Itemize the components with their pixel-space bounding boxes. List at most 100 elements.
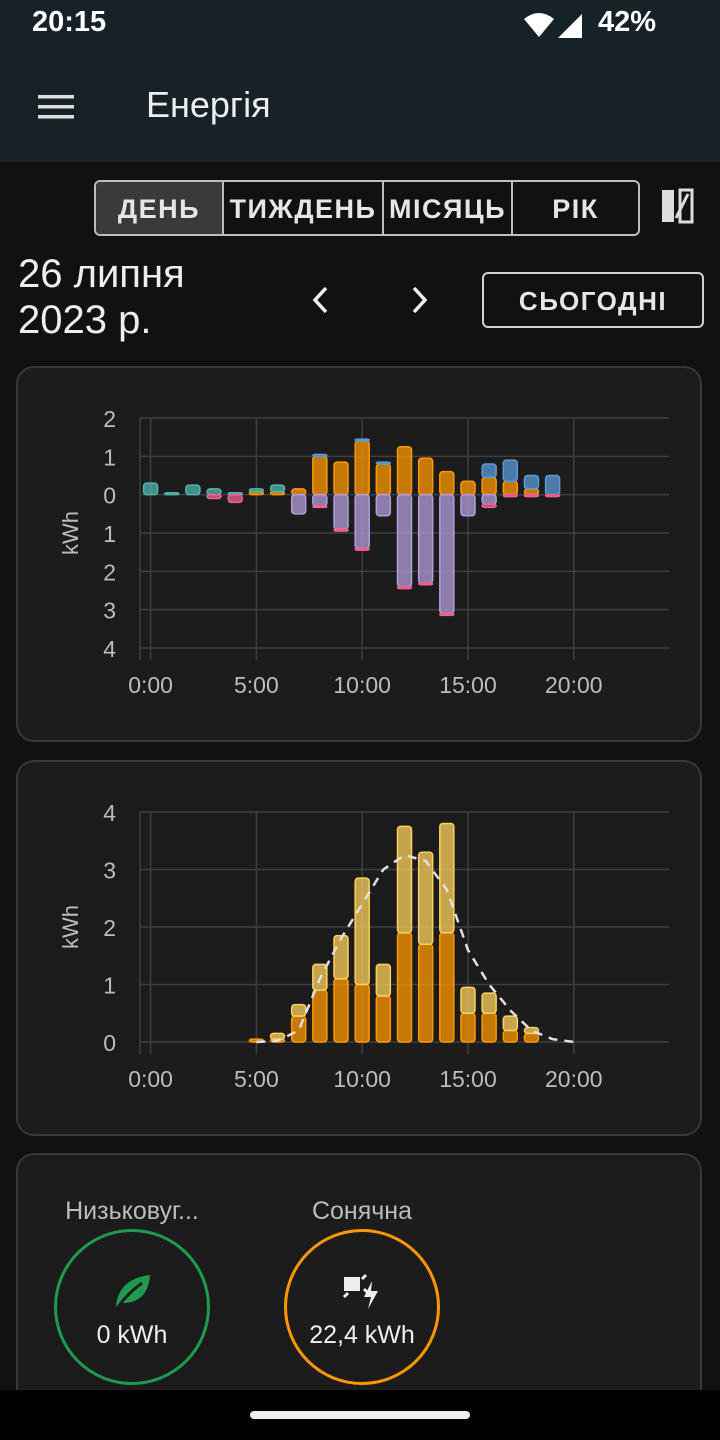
bar-segment xyxy=(460,480,476,496)
source-ring[interactable] xyxy=(54,1229,210,1385)
bar-segment xyxy=(481,503,497,509)
y-tick-label: 0 xyxy=(103,483,116,509)
y-tick-label: 2 xyxy=(103,559,116,585)
y-tick-label: 3 xyxy=(103,858,116,884)
bar-segment xyxy=(375,463,392,496)
bar-segment xyxy=(417,582,434,586)
source-label: Низьковуг... xyxy=(65,1197,199,1225)
home-handle[interactable] xyxy=(250,1411,470,1419)
y-tick-label: 2 xyxy=(103,915,116,941)
y-tick-label: 4 xyxy=(103,800,116,826)
date-line: 2023 р. xyxy=(18,298,152,342)
status-bar: 20:15 42% xyxy=(0,0,720,50)
summary-card: Низьковуг... 0 kWh Сонячна 22,4 kWh xyxy=(16,1153,702,1413)
bar-segment xyxy=(290,1003,307,1017)
bar-segment xyxy=(206,493,222,500)
app-bar xyxy=(0,50,720,162)
bar-segment xyxy=(544,493,561,498)
bar-segment xyxy=(439,470,455,496)
bar-segment xyxy=(354,877,370,986)
bar-segment xyxy=(523,488,540,496)
bar-segment xyxy=(142,482,159,496)
bar-segment xyxy=(417,943,434,1043)
bar-segment xyxy=(439,493,455,615)
today-button[interactable]: СЬОГОДНІ xyxy=(482,272,704,328)
bar-segment xyxy=(227,493,243,504)
bar-segment xyxy=(163,492,180,496)
bar-segment xyxy=(354,440,370,496)
x-tick-label: 0:00 xyxy=(128,1066,173,1092)
period-tab[interactable]: МІСЯЦЬ xyxy=(384,182,513,234)
x-tick-label: 10:00 xyxy=(333,1066,391,1092)
bar-segment xyxy=(290,493,307,515)
y-tick-label: 3 xyxy=(103,598,116,624)
forecast-line xyxy=(256,853,574,1044)
bar-segment xyxy=(354,438,370,442)
period-tab[interactable]: ТИЖДЕНЬ xyxy=(224,182,384,234)
bar-segment xyxy=(312,505,328,509)
next-button[interactable] xyxy=(404,284,434,316)
source-value: 0 kWh xyxy=(96,1321,168,1349)
y-tick-label: 4 xyxy=(103,636,116,662)
x-tick-label: 20:00 xyxy=(545,672,603,698)
y-tick-label: 2 xyxy=(103,406,116,432)
source-value: 22,4 kWh xyxy=(309,1321,415,1349)
bar-segment xyxy=(312,989,328,1043)
bar-segment xyxy=(439,932,455,1043)
bar-segment xyxy=(502,1029,519,1043)
source-ring[interactable] xyxy=(284,1229,440,1385)
compare-button[interactable] xyxy=(658,186,696,226)
bar-segment xyxy=(396,493,413,588)
bar-segment xyxy=(417,851,434,945)
period-tab[interactable]: ДЕНЬ xyxy=(96,182,224,234)
date-line: 26 липня xyxy=(18,252,185,296)
bar-segment xyxy=(460,986,476,1014)
menu-button[interactable] xyxy=(36,92,76,122)
bar-segment xyxy=(544,474,561,496)
y-axis-title: kWh xyxy=(58,511,83,555)
solar-production-chart: 4 3 2 1 0 0:00 5:00 10:00 15:00 20:00 kWh xyxy=(58,800,669,1092)
bar-segment xyxy=(185,484,201,496)
bar-segment xyxy=(290,488,307,496)
bar-segment xyxy=(417,493,434,584)
bar-segment xyxy=(396,825,413,934)
bar-segment xyxy=(481,493,497,506)
x-tick-label: 0:00 xyxy=(128,672,173,698)
previous-button[interactable] xyxy=(306,284,336,316)
bar-segment xyxy=(375,963,392,997)
bar-segment xyxy=(481,463,497,479)
bar-segment xyxy=(502,459,519,482)
bar-segment xyxy=(502,1015,519,1032)
bar-segment xyxy=(375,995,392,1043)
bar-segment xyxy=(375,461,392,465)
period-tab[interactable]: РІК xyxy=(552,194,599,224)
x-tick-label: 5:00 xyxy=(234,672,279,698)
clock: 20:15 xyxy=(32,6,107,38)
bar-segment xyxy=(396,585,413,590)
bar-segment xyxy=(333,978,349,1043)
bar-segment xyxy=(523,474,540,490)
bar-segment xyxy=(523,1032,540,1043)
period-tabs: ДЕНЬ ТИЖДЕНЬ МІСЯЦЬ РІК xyxy=(94,180,640,236)
y-tick-label: 0 xyxy=(103,1030,116,1056)
y-tick-label: 1 xyxy=(103,973,116,999)
bar-segment xyxy=(460,493,476,517)
source-icon xyxy=(340,1271,384,1316)
source-label: Сонячна xyxy=(311,1197,413,1225)
signal-icons xyxy=(524,13,582,38)
y-axis-title: kWh xyxy=(58,905,83,949)
bar-segment xyxy=(248,488,265,493)
navigation-bar xyxy=(0,1390,720,1440)
bar-segment xyxy=(333,461,349,496)
bar-segment xyxy=(396,932,413,1043)
bar-segment xyxy=(396,446,413,496)
bar-segment xyxy=(417,457,434,496)
bar-segment xyxy=(312,493,328,507)
source-icon xyxy=(110,1271,154,1316)
bar-segment xyxy=(354,493,370,550)
bar-segment xyxy=(460,1012,476,1043)
bar-segment xyxy=(523,493,540,498)
bar-segment xyxy=(481,1012,497,1043)
bar-segment xyxy=(333,493,349,530)
x-tick-label: 15:00 xyxy=(439,1066,497,1092)
